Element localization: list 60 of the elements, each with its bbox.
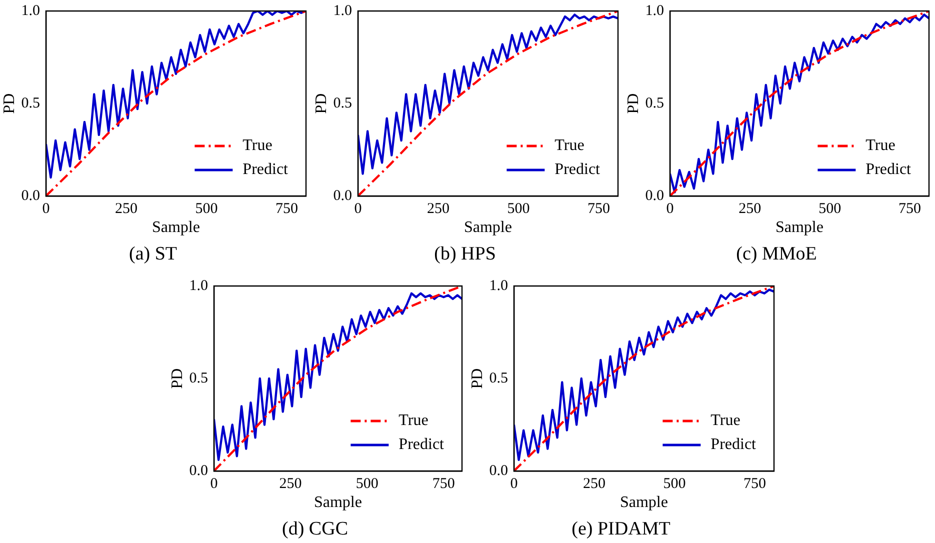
legend-label: True [398, 412, 428, 430]
x-tick-label: 500 [507, 200, 530, 217]
y-tick-label: 0.5 [21, 95, 40, 112]
legend-label: Predict [710, 436, 757, 454]
x-tick-label: 500 [195, 200, 218, 217]
y-tick-label: 0.0 [189, 462, 208, 479]
y-tick-label: 0.0 [645, 188, 664, 204]
text: (e) PIDAMT [572, 518, 671, 540]
y-axis-title: PD [0, 93, 18, 114]
y-axis-title: PD [468, 368, 486, 389]
text: (b) HPS [434, 244, 496, 265]
x-tick-label: 500 [818, 200, 842, 217]
x-axis-title: Sample [152, 218, 200, 236]
legend-label: Predict [554, 161, 601, 178]
y-axis-title: PD [624, 93, 642, 114]
x-tick-label: 250 [582, 476, 606, 492]
x-tick-label: 750 [432, 476, 455, 492]
x-tick-label: 750 [587, 200, 610, 217]
legend-label: True [710, 412, 740, 430]
legend-label: True [866, 137, 896, 154]
y-tick-label: 0.5 [645, 95, 664, 112]
x-tick-label: 500 [356, 476, 378, 492]
y-tick-label: 0.5 [489, 370, 508, 386]
x-axis-title: Sample [775, 218, 824, 236]
x-tick-label: 750 [898, 200, 922, 217]
x-tick-label: 750 [743, 476, 766, 492]
x-tick-label: 0 [510, 476, 518, 492]
x-tick-label: 250 [114, 200, 138, 217]
y-tick-label: 1.0 [645, 2, 664, 19]
x-tick-label: 250 [738, 200, 762, 217]
y-tick-label: 1.0 [189, 278, 208, 294]
text: (a) ST [128, 244, 178, 265]
y-tick-label: 0.0 [333, 188, 352, 204]
text: (d) CGC [282, 518, 348, 540]
x-tick-label: 0 [666, 200, 674, 217]
y-tick-label: 0.5 [333, 95, 352, 112]
y-axis-title: PD [312, 93, 330, 114]
y-tick-label: 1.0 [489, 278, 508, 294]
y-tick-label: 1.0 [21, 2, 40, 19]
x-tick-label: 0 [210, 476, 218, 492]
x-tick-label: 750 [275, 200, 298, 217]
x-tick-label: 0 [354, 200, 362, 217]
legend-label: Predict [866, 161, 912, 178]
y-tick-label: 0.0 [489, 462, 508, 479]
legend-label: True [242, 137, 272, 154]
x-tick-label: 500 [663, 476, 686, 492]
x-tick-label: 250 [426, 200, 450, 217]
legend-label: Predict [242, 161, 289, 178]
legend-label: Predict [398, 436, 445, 454]
x-axis-title: Sample [620, 494, 668, 511]
x-axis-title: Sample [464, 218, 512, 236]
x-tick-label: 250 [279, 476, 302, 492]
x-axis-title: Sample [314, 494, 362, 511]
text: (c) MMoE [736, 244, 817, 265]
y-tick-label: 0.5 [189, 370, 208, 386]
y-tick-label: 1.0 [333, 2, 352, 19]
y-axis-title: PD [168, 368, 186, 389]
legend-label: True [554, 137, 584, 154]
x-tick-label: 0 [42, 200, 50, 217]
y-tick-label: 0.0 [21, 188, 40, 204]
